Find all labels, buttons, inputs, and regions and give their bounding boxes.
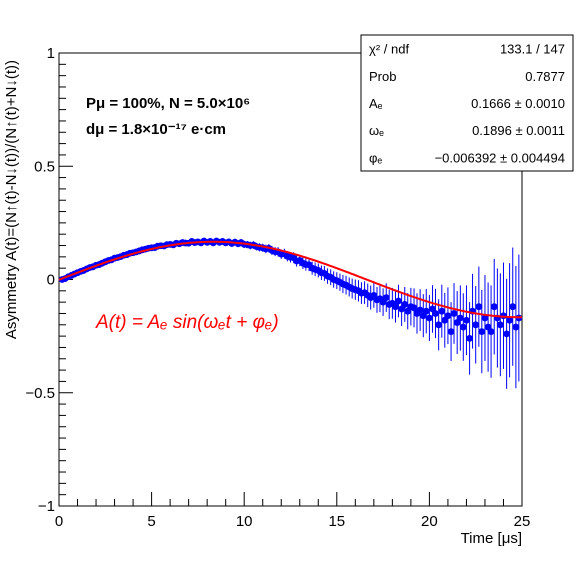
stats-label: Prob <box>369 69 396 84</box>
data-point <box>496 321 504 329</box>
data-point <box>422 307 430 315</box>
data-point <box>509 303 517 311</box>
data-point <box>382 294 390 302</box>
data-point <box>512 323 520 331</box>
data-point <box>410 304 418 312</box>
fit-formula: A(t) = Aₑ sin(ωₑt + φₑ) <box>95 312 279 333</box>
stats-value: 0.1896 ± 0.0011 <box>472 123 565 138</box>
fit-stats-box: χ² / ndf 133.1 / 147 Prob 0.7877 Aₑ 0.1666 ± … <box>360 34 574 172</box>
data-point <box>447 328 455 335</box>
fit-curve <box>58 240 522 319</box>
stats-label: ωₑ <box>369 123 384 138</box>
data-point <box>456 314 464 322</box>
stats-label: φₑ <box>369 150 382 165</box>
data-point <box>438 307 446 315</box>
data-point <box>395 297 402 305</box>
x-tick-label: 10 <box>236 513 253 530</box>
data-point <box>472 321 480 329</box>
data-point <box>466 334 473 342</box>
y-tick-label: −0.5 <box>25 385 55 402</box>
data-point <box>487 328 495 335</box>
data-point <box>416 306 424 314</box>
data-point <box>506 316 513 324</box>
data-point <box>392 303 399 311</box>
data-point <box>435 321 443 329</box>
stats-value: 0.1666 ± 0.0010 <box>471 96 565 111</box>
x-tick-label: 5 <box>147 513 155 530</box>
y-tick-label: −1 <box>38 498 55 515</box>
stats-value: 133.1 / 147 <box>500 42 565 57</box>
data-point <box>481 314 489 322</box>
x-axis-label: Time [μs] <box>461 530 522 547</box>
data-point <box>444 312 452 320</box>
fit-curve-layer <box>58 240 522 319</box>
data-point <box>478 328 486 335</box>
stats-box-frame <box>360 34 574 172</box>
y-tick-label: 0 <box>47 272 55 289</box>
data-point <box>503 330 511 338</box>
annotation-edm: dμ = 1.8×10⁻¹⁷ e·cm <box>86 121 226 138</box>
x-tick-label: 20 <box>421 513 438 530</box>
stats-label: χ² / ndf <box>369 42 409 57</box>
axes: 0 5 10 15 20 25 −1 −0.5 0 0.5 1 <box>25 45 530 530</box>
annotation-polarization: Pμ = 100%, N = 5.0×10⁶ <box>86 95 250 112</box>
data-point <box>459 323 467 331</box>
data-point <box>475 303 483 311</box>
y-axis-label: Asymmetry A(t)=(N↑(t)-N↓(t))/(N↑(t)+N↓(t… <box>3 60 20 339</box>
stats-value: 0.7877 <box>525 69 565 84</box>
data-point <box>401 301 409 308</box>
x-tick-label: 25 <box>514 513 531 530</box>
data-point <box>450 310 458 317</box>
data-point <box>490 303 498 311</box>
data-point <box>463 316 470 324</box>
stats-value: −0.006392 ± 0.004494 <box>435 150 565 165</box>
stats-label: Aₑ <box>369 96 383 111</box>
x-tick-label: 15 <box>328 513 345 530</box>
data-point <box>426 314 433 322</box>
y-tick-label: 1 <box>47 45 55 62</box>
data-point <box>432 310 439 317</box>
y-tick-label: 0.5 <box>34 158 55 175</box>
x-tick-label: 0 <box>55 513 63 530</box>
